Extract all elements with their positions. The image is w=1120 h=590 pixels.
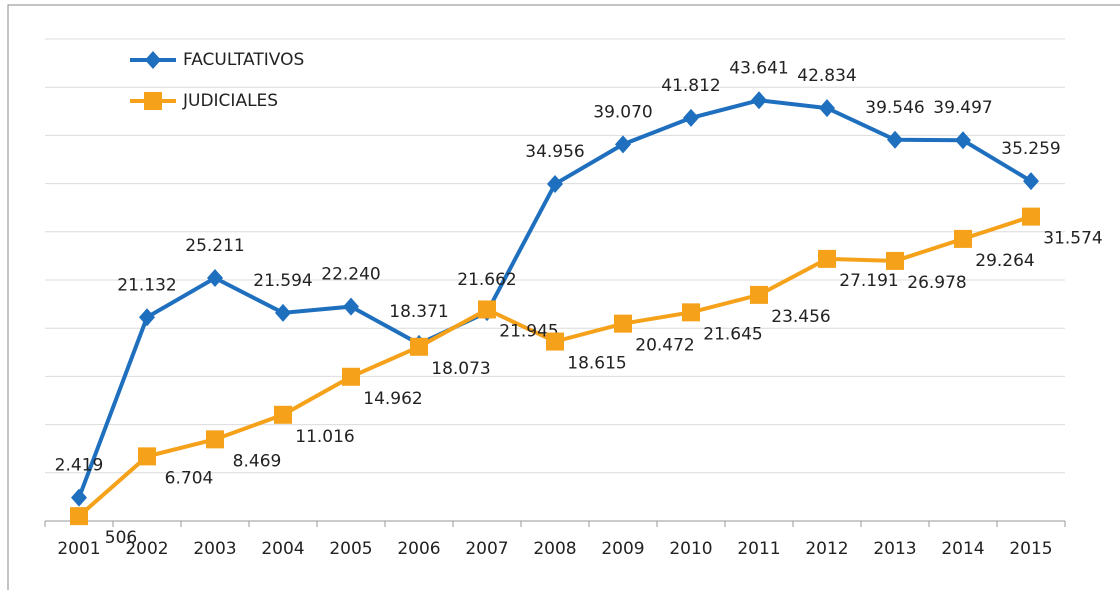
x-tick-label: 2007 — [465, 539, 508, 559]
data-label: 6.704 — [165, 468, 214, 488]
data-label: 20.472 — [635, 336, 694, 356]
x-tick-label: 2003 — [193, 539, 236, 559]
x-tick-label: 2014 — [941, 539, 984, 559]
data-label: 34.956 — [525, 142, 584, 162]
x-tick-label: 2010 — [669, 539, 712, 559]
frame — [7, 4, 1120, 590]
point — [819, 99, 835, 118]
data-label: 27.191 — [839, 271, 898, 291]
x-tick-label: 2006 — [397, 539, 440, 559]
x-tick-label: 2012 — [805, 539, 848, 559]
point — [683, 108, 699, 127]
data-label: 41.812 — [661, 76, 720, 96]
data-label: 18.615 — [567, 354, 626, 374]
point — [1022, 207, 1040, 226]
point — [478, 300, 496, 319]
point — [546, 332, 564, 351]
data-label: 39.070 — [593, 102, 652, 122]
data-label: 2.419 — [55, 456, 104, 476]
point — [615, 135, 631, 154]
x-tick-label: 2008 — [533, 539, 576, 559]
data-label: 21.132 — [117, 275, 176, 295]
data-label: 8.469 — [233, 451, 282, 471]
x-tick-label: 2004 — [261, 539, 304, 559]
x-tick-label: 2009 — [601, 539, 644, 559]
point — [750, 285, 768, 304]
point — [547, 175, 563, 194]
point — [144, 92, 162, 110]
data-label: 18.073 — [431, 359, 490, 379]
x-tick-label: 2002 — [125, 539, 168, 559]
legend-label: JUDICIALES — [182, 91, 278, 111]
data-label: 29.264 — [975, 251, 1034, 271]
point — [955, 131, 971, 150]
data-label: 35.259 — [1001, 139, 1060, 159]
point — [206, 430, 224, 449]
point — [274, 405, 292, 424]
point — [70, 507, 88, 526]
data-label: 21.945 — [499, 321, 558, 341]
point — [886, 251, 904, 270]
x-tick-label: 2015 — [1009, 539, 1052, 559]
data-label: 22.240 — [321, 265, 380, 285]
data-label: 31.574 — [1043, 229, 1102, 249]
point — [682, 303, 700, 322]
x-tick-label: 2005 — [329, 539, 372, 559]
point — [1023, 172, 1039, 191]
point — [71, 488, 87, 507]
point — [818, 249, 836, 268]
data-label: 43.641 — [729, 58, 788, 78]
data-label: 21.594 — [253, 271, 312, 291]
data-label: 11.016 — [295, 427, 354, 447]
data-label: 42.834 — [797, 66, 856, 86]
point — [410, 337, 428, 356]
data-label: 25.211 — [185, 236, 244, 256]
data-label: 39.497 — [933, 98, 992, 118]
data-label: 21.645 — [703, 324, 762, 344]
x-tick-label: 2013 — [873, 539, 916, 559]
data-label: 506 — [105, 528, 137, 548]
point — [342, 367, 360, 386]
point — [207, 268, 223, 287]
point — [275, 303, 291, 322]
x-tick-label: 2001 — [57, 539, 100, 559]
data-label: 39.546 — [865, 98, 924, 118]
legend-label: FACULTATIVOS — [183, 50, 304, 70]
point — [954, 229, 972, 248]
data-label: 26.978 — [907, 273, 966, 293]
data-label: 21.662 — [457, 270, 516, 290]
point — [343, 297, 359, 316]
data-label: 18.371 — [389, 302, 448, 322]
point — [139, 308, 155, 327]
data-label: 14.962 — [363, 389, 422, 409]
point — [887, 130, 903, 149]
point — [751, 91, 767, 110]
x-tick-label: 2011 — [737, 539, 780, 559]
point — [145, 51, 161, 69]
point — [138, 447, 156, 466]
point — [614, 314, 632, 333]
data-label: 23.456 — [771, 307, 830, 327]
